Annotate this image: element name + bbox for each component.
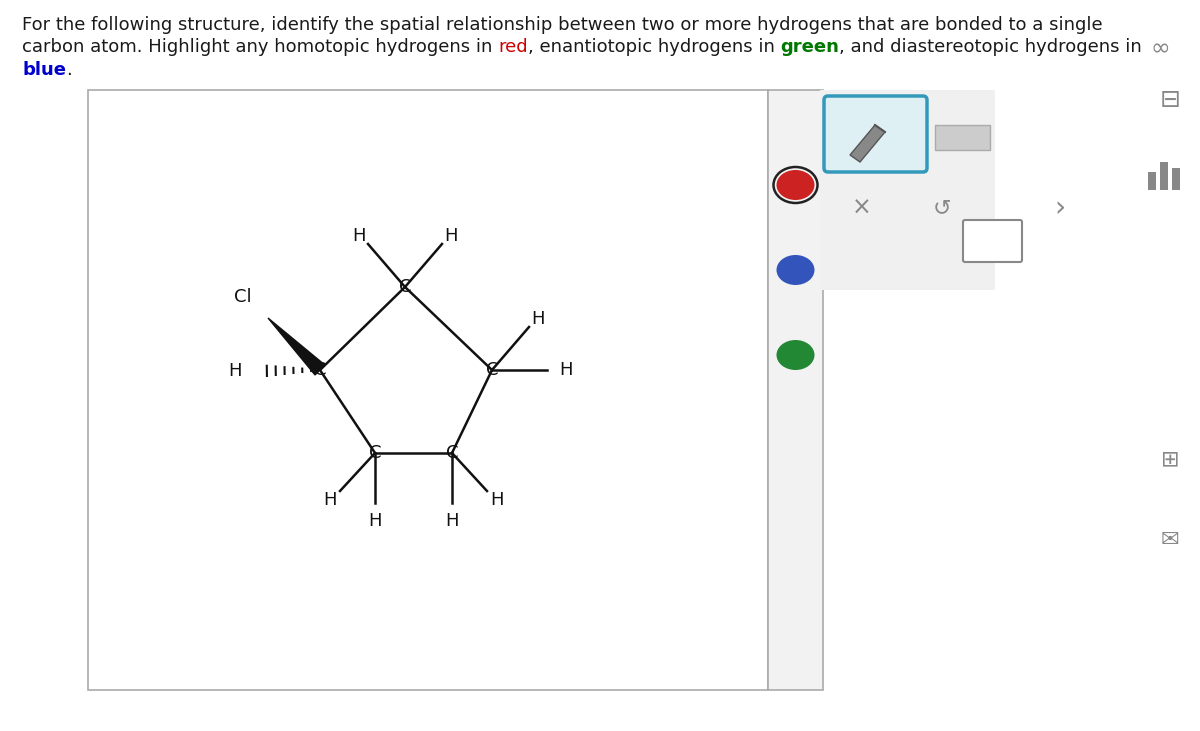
Text: Cl: Cl: [234, 288, 252, 306]
Text: H: H: [445, 512, 458, 530]
Text: ↺: ↺: [932, 198, 952, 218]
Text: ⊞: ⊞: [1160, 450, 1180, 470]
Text: ×: ×: [852, 196, 872, 220]
Bar: [1160, 162, 1168, 190]
Ellipse shape: [776, 170, 815, 200]
Text: H: H: [353, 227, 366, 245]
Text: C: C: [398, 278, 412, 296]
Ellipse shape: [776, 340, 815, 370]
Text: C: C: [313, 361, 326, 379]
Text: , enantiotopic hydrogens in: , enantiotopic hydrogens in: [528, 38, 780, 56]
FancyBboxPatch shape: [824, 96, 928, 172]
Polygon shape: [268, 318, 325, 375]
Text: C: C: [445, 444, 458, 462]
Text: Ar: Ar: [983, 233, 1002, 249]
Text: C: C: [368, 444, 382, 462]
Text: red: red: [498, 38, 528, 56]
Text: green: green: [780, 38, 839, 56]
Text: H: H: [228, 362, 242, 380]
Bar: [1172, 168, 1180, 190]
Bar: [820, 90, 995, 290]
Text: blue: blue: [22, 61, 66, 79]
Bar: [88, 90, 768, 690]
Text: H: H: [323, 491, 337, 509]
Text: H: H: [444, 227, 457, 245]
Text: For the following structure, identify the spatial relationship between two or mo: For the following structure, identify th…: [22, 16, 1103, 34]
Text: H: H: [491, 491, 504, 509]
Text: H: H: [559, 361, 572, 379]
Text: ›: ›: [1055, 194, 1066, 222]
Text: C: C: [486, 361, 498, 379]
FancyBboxPatch shape: [964, 220, 1022, 262]
Text: carbon atom. Highlight any homotopic hydrogens in: carbon atom. Highlight any homotopic hyd…: [22, 38, 498, 56]
Text: ⊟: ⊟: [1159, 88, 1181, 112]
Text: H: H: [532, 310, 545, 328]
Text: , and diastereotopic hydrogens in: , and diastereotopic hydrogens in: [839, 38, 1142, 56]
Text: .: .: [66, 61, 72, 79]
Text: ✉: ✉: [1160, 530, 1180, 550]
Polygon shape: [935, 125, 990, 150]
Text: ∞: ∞: [1150, 36, 1170, 60]
Ellipse shape: [776, 255, 815, 285]
Polygon shape: [850, 125, 886, 162]
Bar: [1148, 172, 1156, 190]
Bar: [768, 90, 823, 690]
Text: H: H: [368, 512, 382, 530]
